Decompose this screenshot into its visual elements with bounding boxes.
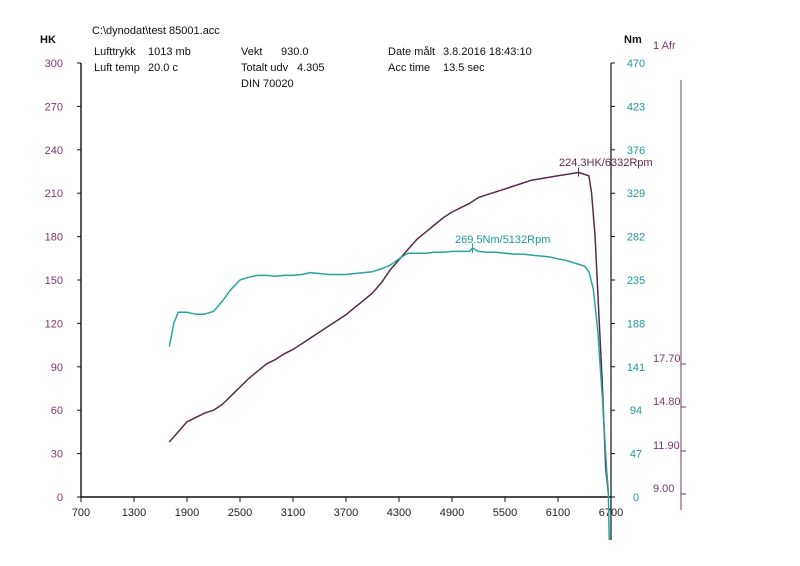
series-layer — [168, 171, 610, 541]
acc-time-label: Acc time — [388, 62, 430, 74]
nm-tick-label: 0 — [633, 492, 639, 504]
hk-tick-label: 300 — [45, 58, 63, 70]
hk-tick-label: 240 — [45, 145, 63, 157]
weight-label: Vekt — [241, 46, 262, 58]
ratio-value: 4.305 — [297, 62, 325, 74]
nm-tick-label: 282 — [627, 232, 645, 244]
afr-axis-title: 1 Afr — [653, 40, 676, 52]
afr-tick-label: 17.70 — [653, 353, 681, 365]
x-tick-label: 1300 — [122, 507, 146, 519]
temp-value: 20.0 c — [148, 62, 178, 74]
din-standard: DIN 70020 — [241, 78, 294, 90]
x-tick-label: 6700 — [599, 507, 623, 519]
nm-tick-label: 376 — [627, 145, 645, 157]
hk-tick-label: 150 — [45, 275, 63, 287]
x-tick-label: 4900 — [440, 507, 464, 519]
hk-tick-label: 0 — [57, 492, 63, 504]
hk-tick-label: 60 — [51, 405, 63, 417]
hk-axis-title: HK — [40, 34, 56, 46]
x-tick-label: 3700 — [334, 507, 358, 519]
hk-tick-label: 210 — [45, 188, 63, 200]
weight-value: 930.0 — [281, 46, 309, 58]
hk-peak-label: 224.3HK/6332Rpm — [559, 157, 653, 169]
date-label: Date målt — [388, 46, 435, 58]
hk-tick-label: 270 — [45, 101, 63, 113]
nm-axis-title: Nm — [624, 34, 642, 46]
file-path: C:\dynodat\test 85001.acc — [92, 25, 220, 37]
x-tick-label: 4300 — [387, 507, 411, 519]
x-tick-label: 700 — [72, 507, 90, 519]
afr-tick-label: 14.80 — [653, 396, 681, 408]
hk-tick-label: 120 — [45, 318, 63, 330]
nm-torque-line-tail — [607, 492, 610, 541]
x-tick-label: 6100 — [546, 507, 570, 519]
nm-tick-label: 329 — [627, 188, 645, 200]
test-header: C:\dynodat\test 85001.acc Lufttrykk 1013… — [92, 25, 532, 90]
pressure-value: 1013 mb — [148, 46, 191, 58]
nm-tick-label: 423 — [627, 101, 645, 113]
afr-tick-label: 11.90 — [653, 440, 680, 452]
nm-tick-label: 470 — [627, 58, 645, 70]
nm-tick-label: 94 — [630, 405, 642, 417]
hk-tick-label: 180 — [45, 232, 63, 244]
afr-tick-label: 9.00 — [653, 483, 674, 495]
nm-peak-label: 269.5Nm/5132Rpm — [455, 234, 550, 246]
nm-tick-label: 235 — [627, 275, 645, 287]
annotation-layer: 224.3HK/6332Rpm 269.5Nm/5132Rpm — [455, 157, 653, 254]
x-tick-label: 1900 — [175, 507, 199, 519]
x-tick-label: 2500 — [228, 507, 252, 519]
x-tick-label: 5500 — [493, 507, 517, 519]
ratio-label: Totalt udv — [241, 62, 289, 74]
pressure-label: Lufttrykk — [94, 46, 136, 58]
nm-tick-label: 47 — [630, 449, 642, 461]
hk-tick-label: 90 — [51, 362, 63, 374]
nm-tick-label: 188 — [627, 318, 645, 330]
date-value: 3.8.2016 18:43:10 — [443, 46, 532, 58]
x-tick-label: 3100 — [281, 507, 305, 519]
nm-torque-line — [168, 247, 610, 493]
hk-power-line — [168, 171, 610, 495]
tick-layer: 700 1300 1900 2500 3100 3700 4300 4900 5500 6100 6… — [45, 58, 686, 519]
acc-time-value: 13.5 sec — [443, 62, 485, 74]
nm-tick-label: 141 — [627, 362, 645, 374]
temp-label: Luft temp — [94, 62, 140, 74]
hk-tick-label: 30 — [51, 449, 63, 461]
